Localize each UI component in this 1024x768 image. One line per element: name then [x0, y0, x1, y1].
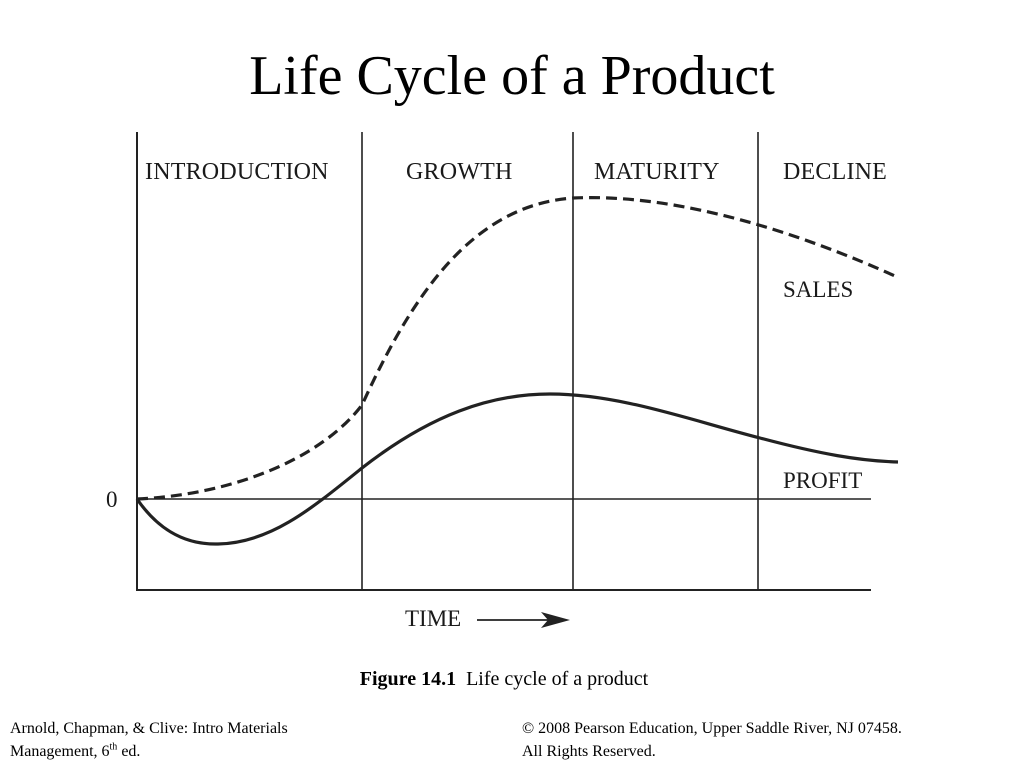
footer-citation-prefix: Management, 6 — [10, 743, 110, 760]
footer-citation-sup: th — [109, 741, 118, 753]
stage-label-introduction: INTRODUCTION — [145, 159, 329, 185]
sales-label: SALES — [783, 277, 853, 302]
time-axis-label: TIME — [405, 606, 461, 631]
slide-title: Life Cycle of a Product — [249, 45, 775, 107]
profit-curve — [135, 392, 899, 546]
footer-citation-line1: Arnold, Chapman, & Clive: Intro Material… — [10, 720, 288, 737]
sales-curve — [136, 196, 896, 501]
figure-caption-text: Life cycle of a product — [466, 668, 649, 690]
footer-copyright-line2: All Rights Reserved. — [522, 743, 656, 760]
stage-label-growth: GROWTH — [406, 159, 513, 185]
footer-citation-suffix: ed. — [117, 743, 141, 760]
footer-citation: Arnold, Chapman, & Clive: Intro Material… — [10, 717, 480, 763]
figure-number: Figure 14.1 — [359, 668, 457, 690]
profit-label: PROFIT — [783, 468, 862, 493]
stage-label-maturity: MATURITY — [594, 159, 720, 185]
time-arrow-icon — [541, 612, 570, 628]
figure-caption: Figure 14.1 Life cycle of a product — [0, 666, 1008, 692]
footer-copyright-line1: © 2008 Pearson Education, Upper Saddle R… — [522, 720, 902, 737]
footer-copyright: © 2008 Pearson Education, Upper Saddle R… — [522, 717, 1012, 763]
footer-citation-line2: Management, 6th ed. — [10, 740, 480, 763]
zero-label: 0 — [106, 487, 118, 512]
stage-label-decline: DECLINE — [783, 159, 887, 185]
